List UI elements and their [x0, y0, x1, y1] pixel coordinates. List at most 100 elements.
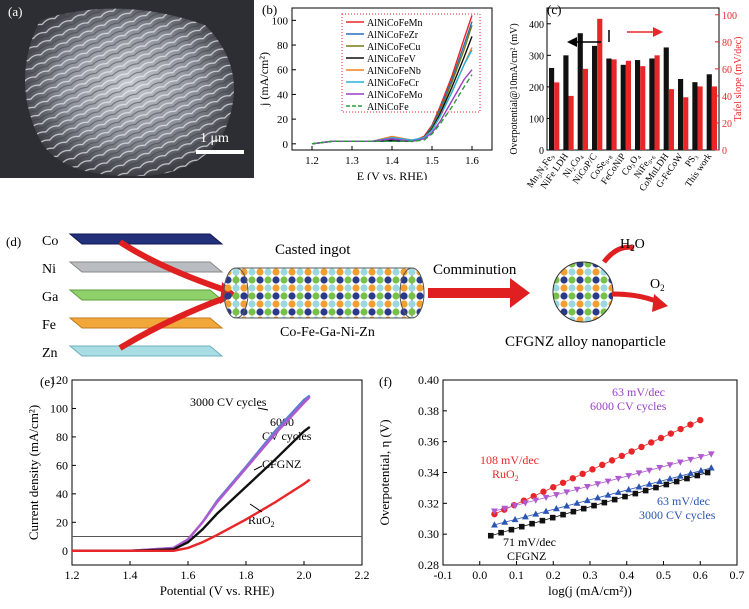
marker-6000 CV cycles: [573, 486, 581, 493]
y-tick-label: 0.40: [418, 373, 439, 387]
marker-3000 CV cycles: [511, 515, 519, 523]
fit-line-RuO₂: [494, 419, 701, 515]
x-tick-label: 2.2: [355, 568, 370, 582]
legend-label: AlNiCoFeV: [367, 54, 417, 65]
x-tick-label: 1.2: [305, 155, 319, 167]
panel-c: (c) 0 100 200 300 400 0 20 40 60 80 100 Overpotenti…: [503, 0, 749, 230]
bar-overpotential: [635, 60, 641, 150]
x-tick-label: 0.3: [583, 568, 598, 582]
y2-tick-label: 0: [722, 146, 727, 157]
scale-bar: [196, 150, 244, 154]
marker-3000 CV cycles: [542, 507, 550, 514]
fit-line-3000 CV cycles: [494, 467, 712, 526]
layer-ni: [68, 261, 224, 273]
y-tick-label: 0.36: [418, 435, 439, 449]
x-tick-label: 0.6: [693, 568, 708, 582]
y-tick-label: 0.32: [418, 496, 439, 510]
marker-6000 CV cycles: [522, 500, 529, 507]
marker-3000 CV cycles: [666, 475, 674, 482]
layer-ga: [68, 289, 224, 301]
y-tick-label: 80: [277, 40, 289, 52]
annotation-ruo2: RuO2: [248, 513, 275, 529]
y2-tick-label: 20: [722, 119, 732, 130]
scale-bar-label: 1 μm: [200, 131, 229, 146]
element-label-co: Co: [42, 234, 58, 249]
marker-3000 CV cycles: [583, 496, 591, 504]
bar-tafel: [640, 66, 646, 150]
right-axis-arrowhead: [653, 27, 663, 37]
legend-label: AlNiCoFeZr: [367, 30, 419, 41]
marker-6000 CV cycles: [532, 497, 540, 504]
leader-cfgnz: [253, 465, 263, 471]
marker-3000 CV cycles: [491, 521, 498, 528]
panel-a: 1 μm (a): [0, 0, 254, 178]
marker-3000 CV cycles: [553, 505, 560, 512]
comminution-arrowhead: [510, 278, 530, 308]
bar-overpotential: [549, 67, 555, 150]
bar-overpotential: [706, 74, 712, 150]
marker-6000 CV cycles: [594, 481, 602, 488]
y-axis-label: j (mA/cm²): [257, 52, 271, 107]
panel-label-c: (c): [547, 2, 561, 17]
series-line-AlNiCoFe: [311, 74, 473, 145]
y2-tick-label: 60: [722, 65, 732, 76]
panel-b: (b) 1.2 1.3 1.4 1.5 1.6 0 20 40 60 80 100 E (V vs. …: [256, 0, 502, 180]
x-tick-label: 0.2: [546, 568, 561, 582]
x-tick-label: 1.4: [123, 568, 138, 582]
bar-overpotential: [663, 47, 669, 150]
x-axis-label: E (V vs. RHE): [357, 169, 427, 180]
annotation-63-b: 63 mV/dec: [657, 494, 710, 508]
marker-3000 CV cycles: [532, 510, 540, 517]
h2o-arrow: [602, 244, 635, 264]
x-tick-label: 1.8: [239, 568, 254, 582]
marker-3000 CV cycles: [656, 477, 664, 485]
legend-label: AlNiCoFeMo: [367, 90, 423, 101]
y2-axis-label: Tafel slope (mV/dec): [733, 37, 744, 122]
x-tick-label: 1.6: [181, 568, 196, 582]
marker-3000 CV cycles: [604, 491, 612, 498]
marker-3000 CV cycles: [573, 499, 581, 506]
marker-6000 CV cycles: [707, 451, 715, 458]
marker-3000 CV cycles: [625, 486, 633, 493]
y-tick-label: 300: [529, 51, 544, 62]
panel-label-a: (a): [8, 4, 22, 19]
marker-3000 CV cycles: [635, 483, 643, 490]
y-axis-label: Current density (mA/cm²): [26, 405, 41, 540]
marker-6000 CV cycles: [687, 456, 695, 464]
y-tick-label: 0: [539, 146, 544, 157]
x-tick-label: 0.5: [656, 568, 671, 582]
x-tick-label: -0.1: [434, 568, 453, 582]
annotation-108: 108 mV/dec: [480, 453, 539, 467]
annotation-63-a: 63 mV/dec: [612, 385, 665, 399]
marker-3000 CV cycles: [676, 472, 684, 479]
series-line-RuO₂: [72, 478, 311, 552]
x-tick-label: 1.2: [65, 568, 80, 582]
comminution-arrow: [428, 288, 512, 298]
legend-label: AlNiCoFeCr: [367, 78, 419, 89]
marker-6000 CV cycles: [676, 459, 684, 466]
bar-tafel: [568, 95, 574, 150]
y-tick-label: 0.34: [418, 466, 439, 480]
marker-3000 CV cycles: [501, 518, 509, 525]
y-tick-label: 100: [272, 15, 289, 27]
chart-e: (e) 3000 CV cycles 6000 CV cycles CFGNZ …: [26, 373, 370, 598]
annotation-71: 71 mV/dec: [503, 535, 556, 549]
ingot: [223, 267, 425, 319]
ingot-caption: Co-Fe-Ga-Ni-Zn: [280, 325, 375, 340]
marker-6000 CV cycles: [491, 508, 498, 515]
bar-overpotential: [606, 58, 612, 150]
bar-overpotential: [692, 82, 698, 150]
merge-arrows: [118, 239, 227, 351]
y-tick-label: 0: [62, 544, 68, 558]
bar-tafel: [668, 89, 674, 150]
y-axis-label: Overpotential@10mA/cm² (mV): [509, 23, 520, 154]
bar-tafel: [611, 59, 617, 151]
y-tick-label: 0.38: [418, 404, 439, 418]
bar-overpotential: [620, 64, 626, 150]
bar-tafel: [654, 55, 660, 151]
x-tick-label: 0.0: [472, 568, 487, 582]
marker-6000 CV cycles: [511, 503, 519, 510]
y-tick-label: 80: [56, 430, 68, 444]
leader-ruo2: [249, 503, 263, 513]
plot-frame: [546, 7, 720, 151]
